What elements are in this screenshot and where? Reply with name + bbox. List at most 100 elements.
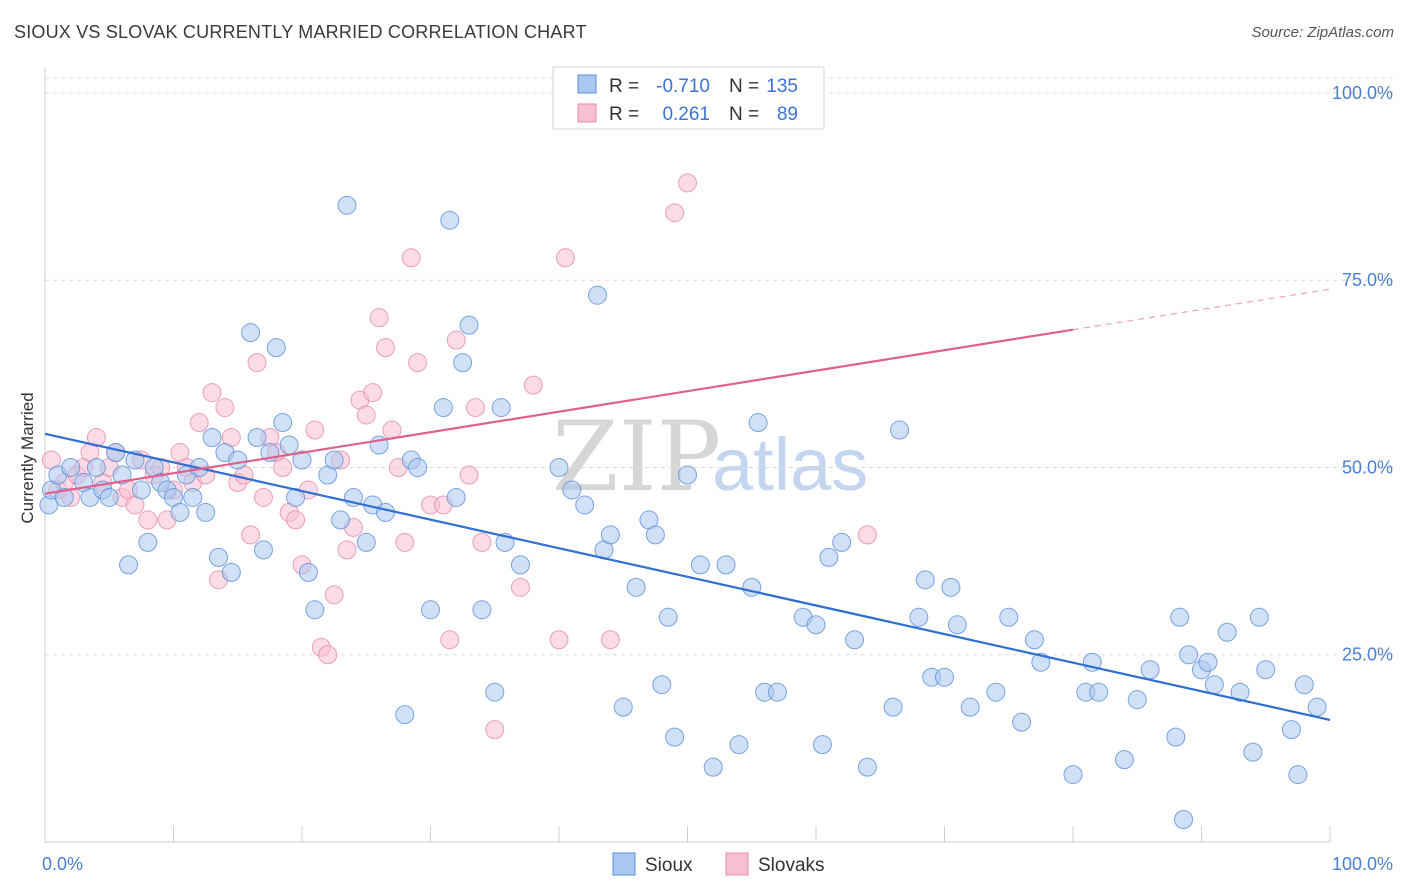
legend-swatch-sioux	[577, 74, 597, 94]
legend-n-value-sioux: 135	[766, 76, 798, 97]
sioux-point	[253, 540, 273, 560]
sioux-point	[228, 450, 248, 470]
sioux-point	[678, 465, 697, 485]
sioux-point	[1063, 765, 1083, 785]
sioux-point	[266, 338, 286, 358]
sioux-point	[1288, 765, 1308, 785]
sioux-point	[485, 682, 505, 702]
slovak-point	[189, 413, 209, 433]
slovak-point	[408, 353, 428, 373]
sioux-point	[433, 398, 453, 418]
slovak-points	[41, 83, 877, 740]
sioux-point	[960, 697, 980, 717]
y-tick-label: 100.0%	[1332, 83, 1393, 103]
legend-r-label-slovak: R =	[609, 104, 639, 125]
legend-r-value-sioux: -0.710	[656, 76, 710, 97]
sioux-point	[305, 600, 325, 620]
sioux-point	[247, 428, 267, 448]
sioux-point	[221, 562, 241, 582]
slovak-point	[215, 398, 235, 418]
slovak-point	[523, 375, 543, 395]
x-tick-labels: 0.0% 100.0%	[42, 854, 1393, 874]
sioux-point	[1174, 810, 1194, 830]
sioux-point	[183, 487, 203, 507]
slovak-point	[241, 525, 261, 545]
sioux-point	[935, 667, 954, 687]
sioux-point	[806, 615, 826, 635]
sioux-point	[1140, 660, 1160, 680]
sioux-point	[491, 398, 511, 418]
slovak-point	[253, 487, 273, 507]
sioux-point	[119, 555, 139, 575]
x-tick-label-min: 0.0%	[42, 854, 83, 874]
sioux-point	[131, 480, 151, 500]
sioux-point	[376, 502, 396, 522]
sioux-point	[1281, 720, 1301, 740]
sioux-point	[703, 757, 723, 777]
chart-title: SIOUX VS SLOVAK CURRENTLY MARRIED CORREL…	[14, 22, 587, 42]
legend-n-label-slovak: N =	[729, 104, 759, 125]
sioux-point	[909, 607, 929, 627]
sioux-point	[1024, 630, 1044, 650]
sioux-point	[890, 420, 910, 440]
sioux-point	[819, 547, 839, 567]
sioux-point	[1256, 660, 1276, 680]
sioux-point	[279, 435, 299, 455]
y-tick-labels: 25.0% 50.0% 75.0% 100.0%	[1332, 83, 1393, 665]
legend-r-value-slovak: 0.261	[662, 104, 710, 125]
sioux-point	[729, 735, 749, 755]
slovak-point	[86, 428, 106, 448]
slovak-point	[138, 510, 158, 530]
sioux-point	[1089, 682, 1109, 702]
sioux-point	[395, 705, 415, 725]
sioux-point	[1230, 682, 1250, 702]
legend-r-label-sioux: R =	[609, 76, 639, 97]
sioux-point	[626, 577, 646, 597]
sioux-point	[941, 577, 961, 597]
sioux-point	[915, 570, 935, 590]
sioux-point	[241, 323, 261, 343]
slovak-point	[600, 630, 620, 650]
sioux-point	[408, 457, 428, 477]
slovak-point	[678, 173, 697, 193]
slovak-point	[202, 383, 222, 403]
sioux-point	[947, 615, 967, 635]
sioux-point	[665, 727, 685, 747]
sioux-point	[54, 487, 74, 507]
slovak-point	[395, 532, 415, 552]
sioux-point	[1198, 652, 1218, 672]
sioux-point	[613, 697, 633, 717]
slovak-point	[318, 645, 338, 665]
slovak-point	[324, 585, 344, 605]
sioux-point	[61, 457, 81, 477]
bottom-legend-swatch-slovak	[725, 852, 749, 876]
slovak-trend-line	[44, 328, 1074, 495]
sioux-point	[1166, 727, 1186, 747]
sioux-point	[286, 487, 306, 507]
slovak-point	[401, 248, 421, 268]
slovak-point	[857, 525, 877, 545]
sioux-point	[1031, 652, 1051, 672]
sioux-point	[562, 480, 582, 500]
source-label: Source: ZipAtlas.com	[1251, 24, 1394, 41]
sioux-point	[202, 428, 222, 448]
sioux-point	[857, 757, 877, 777]
slovak-point	[472, 532, 492, 552]
sioux-point	[1217, 622, 1237, 642]
sioux-point	[1179, 645, 1199, 665]
y-tick-label: 75.0%	[1342, 270, 1393, 290]
sioux-point	[298, 562, 318, 582]
series-legend: Sioux Slovaks	[612, 852, 825, 876]
sioux-point	[292, 450, 312, 470]
sioux-point	[1249, 607, 1269, 627]
sioux-point	[170, 502, 190, 522]
slovak-point	[273, 457, 293, 477]
sioux-point	[337, 195, 357, 215]
sioux-point	[106, 443, 126, 463]
slovak-point	[337, 540, 357, 560]
slovak-point	[286, 510, 306, 530]
sioux-point	[196, 502, 216, 522]
sioux-point	[845, 630, 865, 650]
slovak-point	[555, 248, 575, 268]
